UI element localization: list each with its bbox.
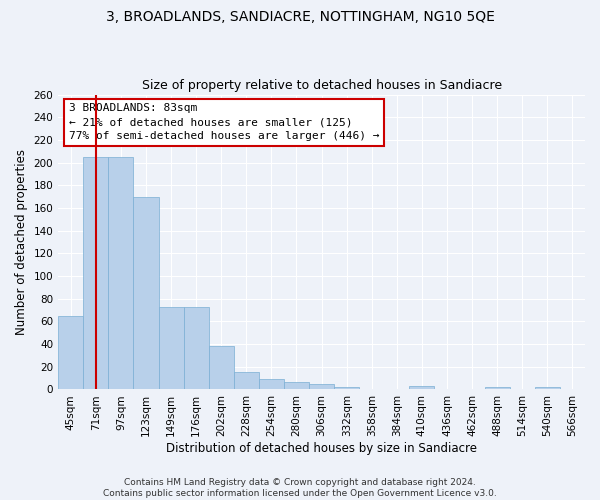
Bar: [184, 306, 209, 390]
Text: Contains HM Land Registry data © Crown copyright and database right 2024.
Contai: Contains HM Land Registry data © Crown c…: [103, 478, 497, 498]
Y-axis label: Number of detached properties: Number of detached properties: [15, 149, 28, 335]
Bar: [284, 382, 309, 390]
Bar: [409, 386, 434, 390]
Bar: [334, 387, 359, 390]
Bar: [58, 316, 83, 390]
Bar: [535, 387, 560, 390]
Bar: [309, 384, 334, 390]
Bar: [234, 372, 259, 390]
Text: 3 BROADLANDS: 83sqm
← 21% of detached houses are smaller (125)
77% of semi-detac: 3 BROADLANDS: 83sqm ← 21% of detached ho…: [69, 104, 379, 142]
X-axis label: Distribution of detached houses by size in Sandiacre: Distribution of detached houses by size …: [166, 442, 477, 455]
Bar: [158, 306, 184, 390]
Bar: [83, 157, 109, 390]
Bar: [109, 157, 133, 390]
Bar: [209, 346, 234, 390]
Bar: [485, 387, 510, 390]
Title: Size of property relative to detached houses in Sandiacre: Size of property relative to detached ho…: [142, 79, 502, 92]
Text: 3, BROADLANDS, SANDIACRE, NOTTINGHAM, NG10 5QE: 3, BROADLANDS, SANDIACRE, NOTTINGHAM, NG…: [106, 10, 494, 24]
Bar: [133, 196, 158, 390]
Bar: [259, 380, 284, 390]
